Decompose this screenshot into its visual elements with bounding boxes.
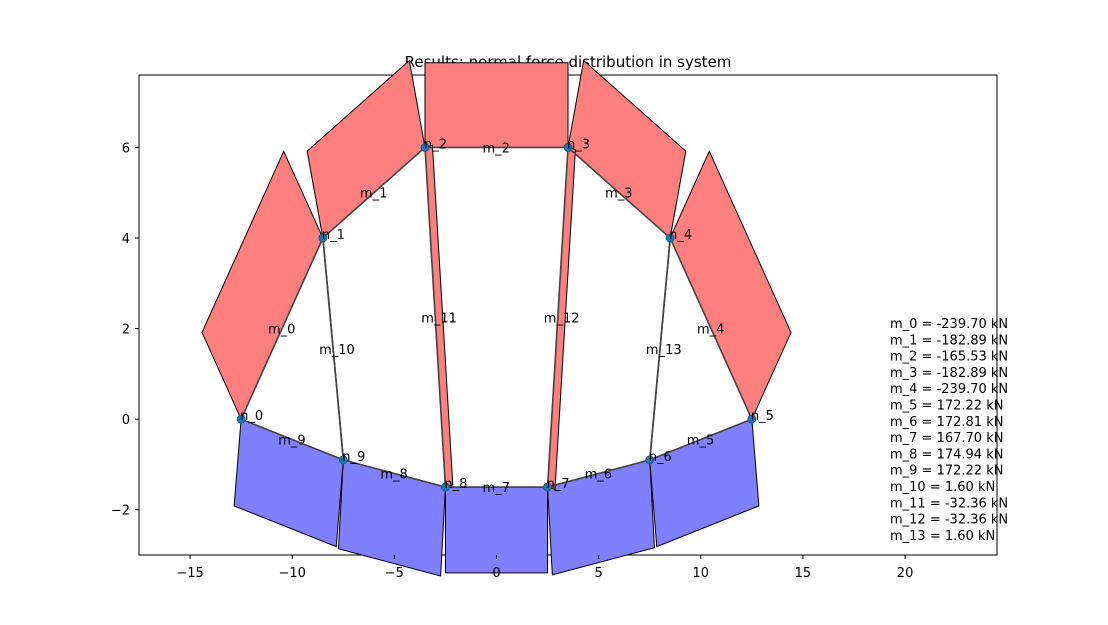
x-tick-label: −10 <box>278 566 305 581</box>
node-label-n-5: n_5 <box>751 409 774 424</box>
node-label-n-6: n_6 <box>649 450 672 465</box>
member-line-m-4 <box>669 237 753 420</box>
member-line-m-10 <box>322 237 345 460</box>
x-tick-label: −15 <box>176 566 203 581</box>
result-line: m_2 = -165.53 kN <box>890 350 1008 365</box>
node-marker-n-3 <box>563 143 573 152</box>
node-label-n-9: n_9 <box>342 450 365 465</box>
y-tick-label: 6 <box>122 141 130 156</box>
member-line-m-8 <box>343 459 446 488</box>
result-line: m_3 = -182.89 kN <box>890 366 1008 381</box>
y-tick-label: 2 <box>122 323 130 338</box>
member-line-m-12 <box>546 147 569 488</box>
nodes <box>236 143 757 492</box>
member-label-m-5: m_5 <box>687 434 714 449</box>
y-axis-ticks: −2 0 2 4 6 <box>111 141 139 519</box>
member-force-bands <box>201 59 792 577</box>
x-tick-label: 5 <box>595 566 603 581</box>
results-list: m_0 = -239.70 kNm_1 = -182.89 kN m_2 = -1… <box>890 317 1008 544</box>
node-label-n-7: n_7 <box>547 477 570 492</box>
member-line-m-1 <box>322 146 426 239</box>
x-axis-ticks: −15 −10 −5 0 5 10 15 20 <box>176 555 913 581</box>
result-line: m_5 = 172.22 kN <box>890 399 1003 414</box>
x-tick-label: 15 <box>795 566 812 581</box>
member-line-m-6 <box>547 459 650 488</box>
node-marker-n-8 <box>441 482 450 492</box>
result-line: m_7 = 167.70 kN <box>890 431 1003 446</box>
element-labels: m_0 m_1 m_2 m_3 m_4 m_5 m_6 m_7 m_8 m_9 m_10 m_11 m_… <box>240 137 774 496</box>
member-label-m-2: m_2 <box>483 141 510 156</box>
node-marker-n-5 <box>747 414 757 424</box>
member-line-m-3 <box>567 146 671 239</box>
member-label-m-7: m_7 <box>483 481 510 496</box>
node-label-n-3: n_3 <box>567 137 590 152</box>
plot-area: m_0 m_1 m_2 m_3 m_4 m_5 m_6 m_7 m_8 m_9 m_10 m_11 m_… <box>111 59 998 581</box>
node-marker-n-1 <box>318 233 328 243</box>
result-line: m_4 = -239.70 kN <box>890 382 1008 397</box>
node-marker-n-7 <box>543 482 552 492</box>
result-line: m_0 = -239.70 kN <box>890 317 1008 332</box>
result-line: m_11 = -32.36 kN <box>890 496 1008 511</box>
member-line-m-9 <box>240 418 344 461</box>
member-label-m-6: m_6 <box>585 467 612 482</box>
y-tick-label: 0 <box>122 413 130 428</box>
member-label-m-10: m_10 <box>319 343 355 358</box>
member-label-m-0: m_0 <box>268 323 295 338</box>
node-marker-n-4 <box>665 233 675 243</box>
member-lines <box>240 146 753 488</box>
member-label-m-11: m_11 <box>421 311 457 326</box>
member-label-m-3: m_3 <box>605 187 632 202</box>
member-line-m-13 <box>648 237 671 460</box>
member-label-m-1: m_1 <box>360 187 387 202</box>
y-tick-label: −2 <box>111 504 130 519</box>
x-tick-label: 10 <box>693 566 710 581</box>
member-line-m-11 <box>424 147 447 488</box>
result-line: m_8 = 174.94 kN <box>890 447 1003 462</box>
result-line: m_10 = 1.60 kN <box>890 480 995 495</box>
node-marker-n-6 <box>645 455 655 465</box>
node-marker-n-9 <box>338 455 348 465</box>
member-label-m-9: m_9 <box>278 434 305 449</box>
result-line: m_6 = 172.81 kN <box>890 415 1003 430</box>
member-band-m-7 <box>444 486 549 574</box>
x-tick-label: 20 <box>897 566 914 581</box>
member-line-m-0 <box>240 237 324 420</box>
result-line: m_1 = -182.89 kN <box>890 333 1008 348</box>
result-line: m_9 = 172.22 kN <box>890 464 1003 479</box>
member-line-m-5 <box>649 418 753 461</box>
member-label-m-12: m_12 <box>544 311 580 326</box>
result-line: m_12 = -32.36 kN <box>890 513 1008 528</box>
member-label-m-13: m_13 <box>646 343 682 358</box>
member-band-m-2 <box>424 62 569 148</box>
node-label-n-8: n_8 <box>444 477 467 492</box>
x-tick-label: −5 <box>385 566 404 581</box>
node-label-n-1: n_1 <box>322 228 345 243</box>
node-label-n-0: n_0 <box>240 409 263 424</box>
member-label-m-4: m_4 <box>697 323 724 338</box>
member-label-m-8: m_8 <box>380 467 407 482</box>
node-label-n-2: n_2 <box>424 137 447 152</box>
x-tick-label: 0 <box>492 566 500 581</box>
node-marker-n-2 <box>420 143 430 152</box>
node-label-n-4: n_4 <box>669 228 692 243</box>
y-tick-label: 4 <box>122 232 130 247</box>
node-marker-n-0 <box>236 414 246 424</box>
result-line: m_13 = 1.60 kN <box>890 529 995 544</box>
